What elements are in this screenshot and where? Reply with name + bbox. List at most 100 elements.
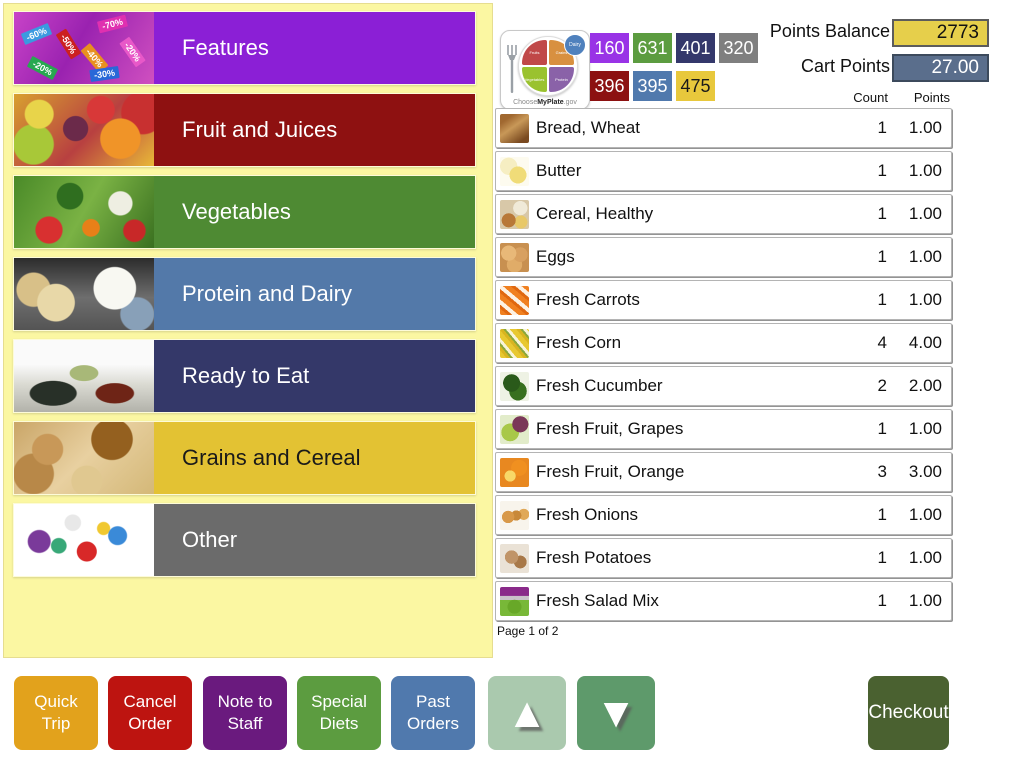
category-button-grains-and-cereal[interactable]: Grains and Cereal bbox=[13, 421, 476, 495]
butter-thumbnail bbox=[500, 157, 529, 186]
item-points: 1.00 bbox=[908, 290, 942, 309]
item-name: Fresh Fruit, Grapes bbox=[536, 419, 684, 438]
plate-dairy-circle: Dairy bbox=[564, 34, 586, 56]
cart-item-row-fresh-corn[interactable]: Fresh Corn 4 4.00 bbox=[495, 323, 952, 363]
scroll-down-button[interactable]: ▼ bbox=[577, 676, 655, 750]
category-label-fruit-and-juices: Fruit and Juices bbox=[182, 117, 338, 142]
grains-category-image bbox=[14, 422, 154, 494]
cereal-thumbnail bbox=[500, 200, 529, 229]
item-name: Fresh Potatoes bbox=[536, 548, 652, 567]
bread-thumbnail bbox=[500, 114, 529, 143]
eggs-thumbnail bbox=[500, 243, 529, 272]
item-points: 4.00 bbox=[908, 333, 942, 352]
cart-item-row-fresh-potatoes[interactable]: Fresh Potatoes 1 1.00 bbox=[495, 538, 952, 578]
item-count: 1 bbox=[877, 290, 887, 309]
past-orders-button[interactable]: Past Orders bbox=[391, 676, 475, 750]
choosemyplate-brand: ChooseMyPlate.gov bbox=[501, 99, 589, 106]
myplate-logo: Fruits Grains Vegetables Protein Dairy C… bbox=[500, 30, 590, 110]
ready-to-eat-category-image bbox=[14, 340, 154, 412]
other-category-image bbox=[14, 504, 154, 576]
plate-vegetables-section: Vegetables bbox=[522, 67, 547, 92]
item-count: 2 bbox=[877, 376, 887, 395]
item-count: 1 bbox=[877, 247, 887, 266]
cart-item-row-fresh-cucumber[interactable]: Fresh Cucumber 2 2.00 bbox=[495, 366, 952, 406]
salad-thumbnail bbox=[500, 587, 529, 616]
item-points: 1.00 bbox=[908, 419, 942, 438]
category-button-ready-to-eat[interactable]: Ready to Eat bbox=[13, 339, 476, 413]
item-points: 2.00 bbox=[908, 376, 942, 395]
item-count: 1 bbox=[877, 548, 887, 567]
category-bar: Fruit and Juices bbox=[154, 94, 475, 166]
category-button-vegetables[interactable]: Vegetables bbox=[13, 175, 476, 249]
cart-item-row-fresh-salad-mix[interactable]: Fresh Salad Mix 1 1.00 bbox=[495, 581, 952, 621]
fork-icon bbox=[507, 45, 517, 93]
brand-suffix: .gov bbox=[563, 99, 577, 106]
category-button-protein-and-dairy[interactable]: Protein and Dairy bbox=[13, 257, 476, 331]
cart-item-row-bread-wheat[interactable]: Bread, Wheat 1 1.00 bbox=[495, 108, 952, 148]
cart-item-row-fresh-fruit-grapes[interactable]: Fresh Fruit, Grapes 1 1.00 bbox=[495, 409, 952, 449]
checkout-button[interactable]: Checkout bbox=[868, 676, 949, 750]
item-points: 1.00 bbox=[908, 505, 942, 524]
note-to-staff-button[interactable]: Note to Staff bbox=[203, 676, 287, 750]
item-points: 1.00 bbox=[908, 204, 942, 223]
grapes-thumbnail bbox=[500, 415, 529, 444]
cart-points-label: Cart Points bbox=[800, 56, 890, 76]
special-diets-button[interactable]: Special Diets bbox=[297, 676, 381, 750]
onions-thumbnail bbox=[500, 501, 529, 530]
cart-item-row-fresh-carrots[interactable]: Fresh Carrots 1 1.00 bbox=[495, 280, 952, 320]
category-points-badge: 320 bbox=[719, 33, 758, 63]
plate-fruits-section: Fruits bbox=[522, 40, 547, 65]
category-button-features[interactable]: -60% -50% -70% -20% -40% -30% -20% Featu… bbox=[13, 11, 476, 85]
item-name: Fresh Salad Mix bbox=[536, 591, 659, 610]
cart-item-row-cereal-healthy[interactable]: Cereal, Healthy 1 1.00 bbox=[495, 194, 952, 234]
cart-points-value: 27.00 bbox=[892, 54, 989, 82]
cart-item-row-fresh-onions[interactable]: Fresh Onions 1 1.00 bbox=[495, 495, 952, 535]
category-label-features: Features bbox=[182, 35, 269, 60]
quick-trip-button[interactable]: Quick Trip bbox=[14, 676, 98, 750]
item-points: 3.00 bbox=[908, 462, 942, 481]
category-label-protein-and-dairy: Protein and Dairy bbox=[182, 281, 352, 306]
category-button-fruit-and-juices[interactable]: Fruit and Juices bbox=[13, 93, 476, 167]
item-name: Fresh Carrots bbox=[536, 290, 640, 309]
item-points: 1.00 bbox=[908, 118, 942, 137]
discount-tag: -50% bbox=[55, 28, 82, 60]
category-label-grains-and-cereal: Grains and Cereal bbox=[182, 445, 361, 470]
points-column-header: Points bbox=[913, 90, 950, 105]
category-bar: Features bbox=[154, 12, 475, 84]
category-points-badge: 475 bbox=[676, 71, 715, 101]
item-name: Cereal, Healthy bbox=[536, 204, 654, 223]
item-name: Bread, Wheat bbox=[536, 118, 640, 137]
category-bar: Grains and Cereal bbox=[154, 422, 475, 494]
category-label-vegetables: Vegetables bbox=[182, 199, 291, 224]
item-name: Fresh Corn bbox=[536, 333, 622, 352]
page-indicator: Page 1 of 2 bbox=[497, 624, 559, 638]
cart-item-list: Bread, Wheat 1 1.00 Butter 1 1.00 Cereal… bbox=[495, 108, 952, 624]
discount-tag: -20% bbox=[26, 55, 59, 81]
item-points: 1.00 bbox=[908, 161, 942, 180]
category-label-ready-to-eat: Ready to Eat bbox=[182, 363, 310, 388]
item-count: 1 bbox=[877, 204, 887, 223]
cart-item-row-butter[interactable]: Butter 1 1.00 bbox=[495, 151, 952, 191]
category-points-badge: 401 bbox=[676, 33, 715, 63]
vegetables-category-image bbox=[14, 176, 154, 248]
count-column-header: Count bbox=[853, 90, 888, 105]
item-count: 1 bbox=[877, 419, 887, 438]
category-bar: Ready to Eat bbox=[154, 340, 475, 412]
item-count: 1 bbox=[877, 591, 887, 610]
item-name: Butter bbox=[536, 161, 582, 180]
category-button-other[interactable]: Other bbox=[13, 503, 476, 577]
item-name: Eggs bbox=[536, 247, 575, 266]
cancel-order-button[interactable]: Cancel Order bbox=[108, 676, 192, 750]
cart-item-row-eggs[interactable]: Eggs 1 1.00 bbox=[495, 237, 952, 277]
plate-protein-section: Protein bbox=[549, 67, 574, 92]
discount-tag: -30% bbox=[89, 66, 120, 82]
brand-prefix: Choose bbox=[513, 99, 538, 106]
category-label-other: Other bbox=[182, 527, 238, 552]
item-count: 4 bbox=[877, 333, 887, 352]
cart-item-row-fresh-fruit-orange[interactable]: Fresh Fruit, Orange 3 3.00 bbox=[495, 452, 952, 492]
protein-category-image bbox=[14, 258, 154, 330]
category-bar: Protein and Dairy bbox=[154, 258, 475, 330]
brand-bold: MyPlate bbox=[537, 99, 564, 106]
scroll-up-button[interactable]: ▲ bbox=[488, 676, 566, 750]
item-count: 3 bbox=[877, 462, 887, 481]
